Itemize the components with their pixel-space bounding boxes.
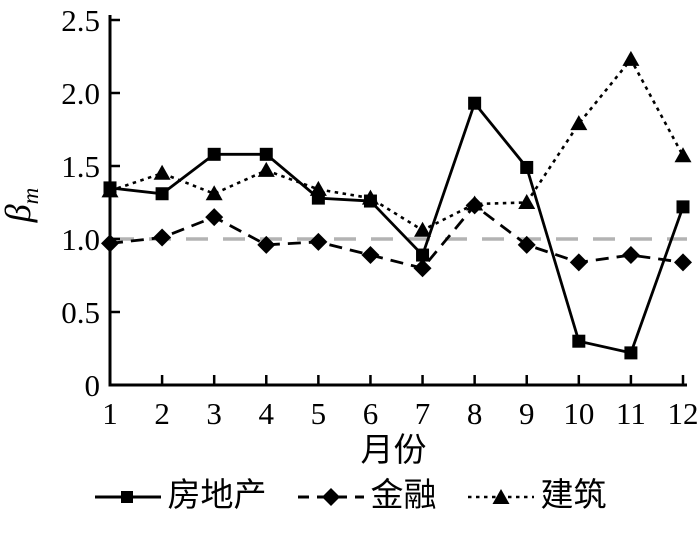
marker-triangle-construction (153, 164, 171, 180)
series-line-construction (109, 57, 685, 232)
marker-triangle-construction (674, 147, 692, 163)
series-line-real-estate (109, 100, 685, 355)
marker-diamond-finance (153, 228, 172, 247)
x-tick-label: 8 (467, 396, 483, 431)
marker-diamond-finance (569, 253, 588, 272)
marker-diamond-finance (309, 232, 328, 251)
x-tick-label: 1 (102, 396, 118, 431)
y-tick-label: 0.5 (61, 295, 100, 330)
x-axis-title: 月份 (361, 432, 427, 469)
marker-triangle-construction (622, 50, 640, 66)
marker-diamond-finance (361, 246, 380, 265)
marker-diamond-finance (517, 235, 536, 254)
marker-square-real-estate (311, 191, 325, 205)
x-tick-label: 10 (563, 396, 594, 431)
legend-label-finance: 金融 (370, 478, 437, 514)
y-tick-label: 1.5 (61, 149, 100, 184)
marker-square-real-estate (207, 147, 221, 161)
legend-marker-triangle-icon (467, 488, 534, 504)
x-tick-label: 5 (311, 396, 327, 431)
marker-diamond-finance (205, 208, 224, 227)
marker-square-real-estate (155, 187, 169, 201)
legend-label-construction: 建筑 (540, 478, 607, 514)
legend-item-real-estate: 房地产 (94, 480, 267, 513)
y-tick-label: 2.0 (61, 76, 100, 111)
marker-diamond-finance (465, 196, 484, 215)
marker-square-real-estate (259, 147, 273, 161)
triangle-icon (492, 488, 509, 504)
marker-square-real-estate (416, 248, 430, 262)
marker-diamond-finance (674, 253, 692, 272)
x-tick-label: 12 (668, 396, 699, 431)
marker-diamond-finance (413, 259, 432, 278)
marker-triangle-construction (257, 161, 275, 177)
marker-square-real-estate (676, 200, 690, 214)
y-tick-label: 0 (85, 368, 101, 403)
marker-square-real-estate (520, 160, 534, 174)
diamond-icon (321, 487, 340, 506)
marker-diamond-finance (621, 246, 640, 265)
x-tick-label: 9 (519, 396, 535, 431)
marker-square-real-estate (572, 334, 586, 348)
x-tick-label: 3 (206, 396, 222, 431)
legend-item-finance: 金融 (297, 480, 437, 513)
x-tick-label: 11 (616, 396, 646, 431)
x-tick-label: 7 (415, 396, 431, 431)
marker-square-real-estate (624, 346, 638, 360)
legend-marker-square-icon (94, 490, 161, 503)
marker-diamond-finance (257, 235, 276, 254)
chart-legend: 房地产 金融 建筑 (0, 480, 700, 513)
marker-triangle-construction (518, 194, 536, 209)
marker-triangle-construction (570, 115, 588, 131)
y-axis-title: βm (0, 188, 43, 224)
legend-item-construction: 建筑 (467, 480, 607, 513)
legend-marker-diamond-icon (297, 487, 364, 506)
marker-square-real-estate (363, 194, 377, 208)
y-tick-label: 1.0 (61, 222, 100, 257)
marker-triangle-construction (414, 221, 432, 237)
marker-triangle-construction (205, 185, 223, 201)
x-tick-label: 6 (363, 396, 379, 431)
x-tick-label: 4 (259, 396, 275, 431)
series-line-finance (109, 203, 684, 270)
marker-square-real-estate (468, 96, 482, 110)
legend-label-real-estate: 房地产 (167, 478, 267, 514)
square-icon (120, 490, 133, 503)
y-tick-label: 2.5 (61, 3, 100, 38)
x-tick-label: 2 (154, 396, 170, 431)
